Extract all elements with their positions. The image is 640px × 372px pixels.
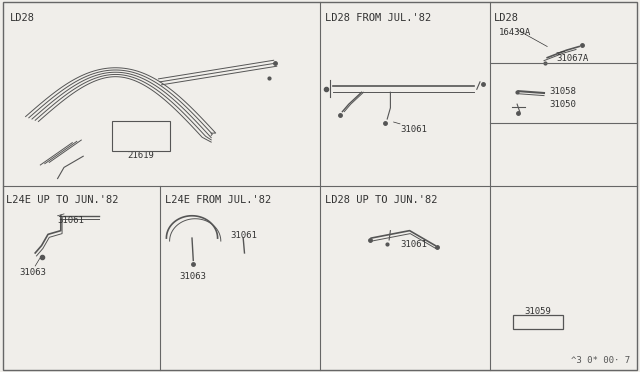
Text: 31063: 31063	[19, 268, 46, 277]
Text: 21619: 21619	[127, 151, 154, 160]
Text: 31061: 31061	[400, 125, 427, 134]
Text: 31050: 31050	[549, 100, 576, 109]
Text: LD28: LD28	[494, 13, 519, 23]
Text: L24E UP TO JUN.'82: L24E UP TO JUN.'82	[6, 195, 119, 205]
Text: 16439A: 16439A	[499, 28, 531, 37]
FancyBboxPatch shape	[112, 121, 170, 151]
Text: L24E FROM JUL.'82: L24E FROM JUL.'82	[165, 195, 271, 205]
Text: 31059: 31059	[525, 307, 552, 316]
Text: LD28: LD28	[10, 13, 35, 23]
Text: 31061: 31061	[58, 216, 84, 225]
Text: 31067A: 31067A	[557, 54, 589, 63]
Text: 31058: 31058	[549, 87, 576, 96]
Text: 31063: 31063	[179, 272, 206, 280]
Text: 31061: 31061	[400, 240, 427, 249]
Text: LD28 UP TO JUN.'82: LD28 UP TO JUN.'82	[325, 195, 438, 205]
Text: ^3 0* 00· 7: ^3 0* 00· 7	[572, 356, 630, 365]
Text: LD28 FROM JUL.'82: LD28 FROM JUL.'82	[325, 13, 431, 23]
FancyBboxPatch shape	[513, 315, 563, 329]
Text: 31061: 31061	[230, 231, 257, 240]
